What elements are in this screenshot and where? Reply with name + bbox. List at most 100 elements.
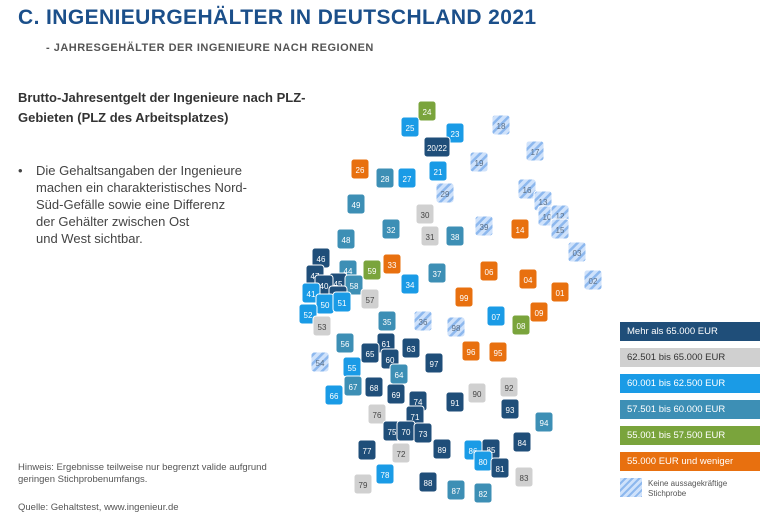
map-region-95	[488, 341, 508, 363]
map-region-label: 49	[352, 201, 361, 210]
map-region-label: 76	[373, 411, 382, 420]
map-region-15	[550, 218, 570, 240]
bullet-dot-icon: •	[18, 163, 23, 178]
map-region-label: 88	[424, 479, 433, 488]
map-region-36	[413, 310, 433, 332]
map-region-label: 98	[452, 324, 461, 333]
map-region-label: 55	[348, 364, 357, 373]
map-region-label: 85	[487, 446, 496, 455]
map-region-label: 12	[556, 212, 565, 221]
map-region-18	[491, 114, 511, 136]
map-region-59	[362, 259, 382, 281]
map-region-label: 39	[480, 223, 489, 232]
map-region-label: 34	[406, 281, 415, 290]
map-region-39	[474, 215, 494, 237]
map-region-35	[377, 310, 397, 332]
map-region-label: 30	[421, 211, 430, 220]
map-region-69	[386, 383, 406, 405]
map-region-88	[418, 471, 438, 493]
map-region-label: 14	[516, 226, 525, 235]
map-region-72	[391, 442, 411, 464]
map-region-label: 63	[407, 345, 416, 354]
map-region-48	[336, 228, 356, 250]
page-subtitle: - JAHRESGEHÄLTER DER INGENIEURE NACH REG…	[46, 42, 374, 54]
footnote-source: Quelle: Gehaltstest, www.ingenieur.de	[18, 502, 179, 513]
map-region-label: 86	[469, 447, 478, 456]
map-region-label: 38	[451, 233, 460, 242]
section-heading: Brutto-Jahresentgelt der Ingenieure nach…	[18, 90, 306, 125]
map-region-63	[401, 337, 421, 359]
map-region-34	[400, 273, 420, 295]
map-region-label: 27	[403, 175, 412, 184]
map-region-label: 50	[321, 301, 330, 310]
map-region-19	[469, 151, 489, 173]
map-region-label: 77	[363, 447, 372, 456]
map-region-77	[357, 439, 377, 461]
map-region-label: 67	[349, 383, 358, 392]
map-region-label: 82	[479, 490, 488, 499]
map-region-label: 03	[573, 249, 582, 258]
map-region-label: 78	[381, 471, 390, 480]
map-region-label: 54	[316, 359, 325, 368]
map-region-38	[445, 225, 465, 247]
map-region-23	[445, 122, 465, 144]
map-region-label: 48	[342, 236, 351, 245]
page-title: C. INGENIEURGEHÄLTER IN DEUTSCHLAND 2021	[18, 6, 537, 29]
map-region-label: 36	[419, 318, 428, 327]
map-region-label: 07	[492, 313, 501, 322]
map-region-label: 71	[411, 413, 420, 422]
map-regions: 24 25 23 18 17 20/22 26 28 27 21 19 29 16 13 10 12 15 49 3…	[298, 100, 603, 504]
map-region-label: 83	[520, 474, 529, 483]
map-region-label: 99	[460, 294, 469, 303]
map-region-label: 81	[496, 465, 505, 474]
map-region-label: 24	[423, 108, 432, 117]
map-region-56	[335, 332, 355, 354]
map-region-73	[413, 422, 433, 444]
legend-item: 60.001 bis 62.500 EUR	[620, 374, 760, 393]
map-region-label: 65	[366, 350, 375, 359]
map-region-label: 20/22	[427, 144, 448, 153]
map-region-label: 29	[441, 190, 450, 199]
map-region-28	[375, 167, 395, 189]
legend-item: 55.001 bis 57.500 EUR	[620, 426, 760, 445]
legend: Mehr als 65.000 EUR 62.501 bis 65.000 EUR…	[620, 322, 760, 499]
map-region-31	[420, 225, 440, 247]
map-region-20/22	[423, 136, 451, 158]
map-region-label: 19	[475, 159, 484, 168]
map-region-label: 59	[368, 267, 377, 276]
map-region-label: 33	[388, 261, 397, 270]
map-region-87	[446, 479, 466, 501]
map-region-29	[435, 182, 455, 204]
map-region-label: 04	[524, 276, 533, 285]
map-region-81	[490, 457, 510, 479]
map-region-label: 95	[494, 349, 503, 358]
map-region-03	[567, 241, 587, 263]
bullet-point: • Die Gehaltsangaben der Ingenieure mach…	[18, 162, 288, 247]
map-region-label: 44	[344, 267, 353, 276]
map-region-66	[324, 384, 344, 406]
map-region-67	[343, 375, 363, 397]
map-region-label: 94	[540, 419, 549, 428]
map-region-54	[310, 351, 330, 373]
map-region-label: 25	[406, 124, 415, 133]
map-region-07	[486, 305, 506, 327]
legend-items: Mehr als 65.000 EUR 62.501 bis 65.000 EUR…	[620, 322, 760, 471]
map-region-label: 15	[556, 226, 565, 235]
map-region-89	[432, 438, 452, 460]
map-region-21	[428, 160, 448, 182]
map-region-label: 35	[383, 318, 392, 327]
map-region-32	[381, 218, 401, 240]
map-region-label: 52	[304, 311, 313, 320]
map-region-label: 75	[388, 428, 397, 437]
map-region-label: 46	[317, 255, 326, 264]
map-region-92	[499, 376, 519, 398]
legend-item-no-sample: Keine aussagekräftige Stichprobe	[620, 478, 760, 499]
map-region-93	[500, 398, 520, 420]
map-region-label: 21	[434, 168, 443, 177]
map-region-90	[467, 382, 487, 404]
legend-item: 55.000 EUR und weniger	[620, 452, 760, 471]
map-region-83	[514, 466, 534, 488]
map-region-25	[400, 116, 420, 138]
map-region-26	[350, 158, 370, 180]
map-region-label: 90	[473, 390, 482, 399]
